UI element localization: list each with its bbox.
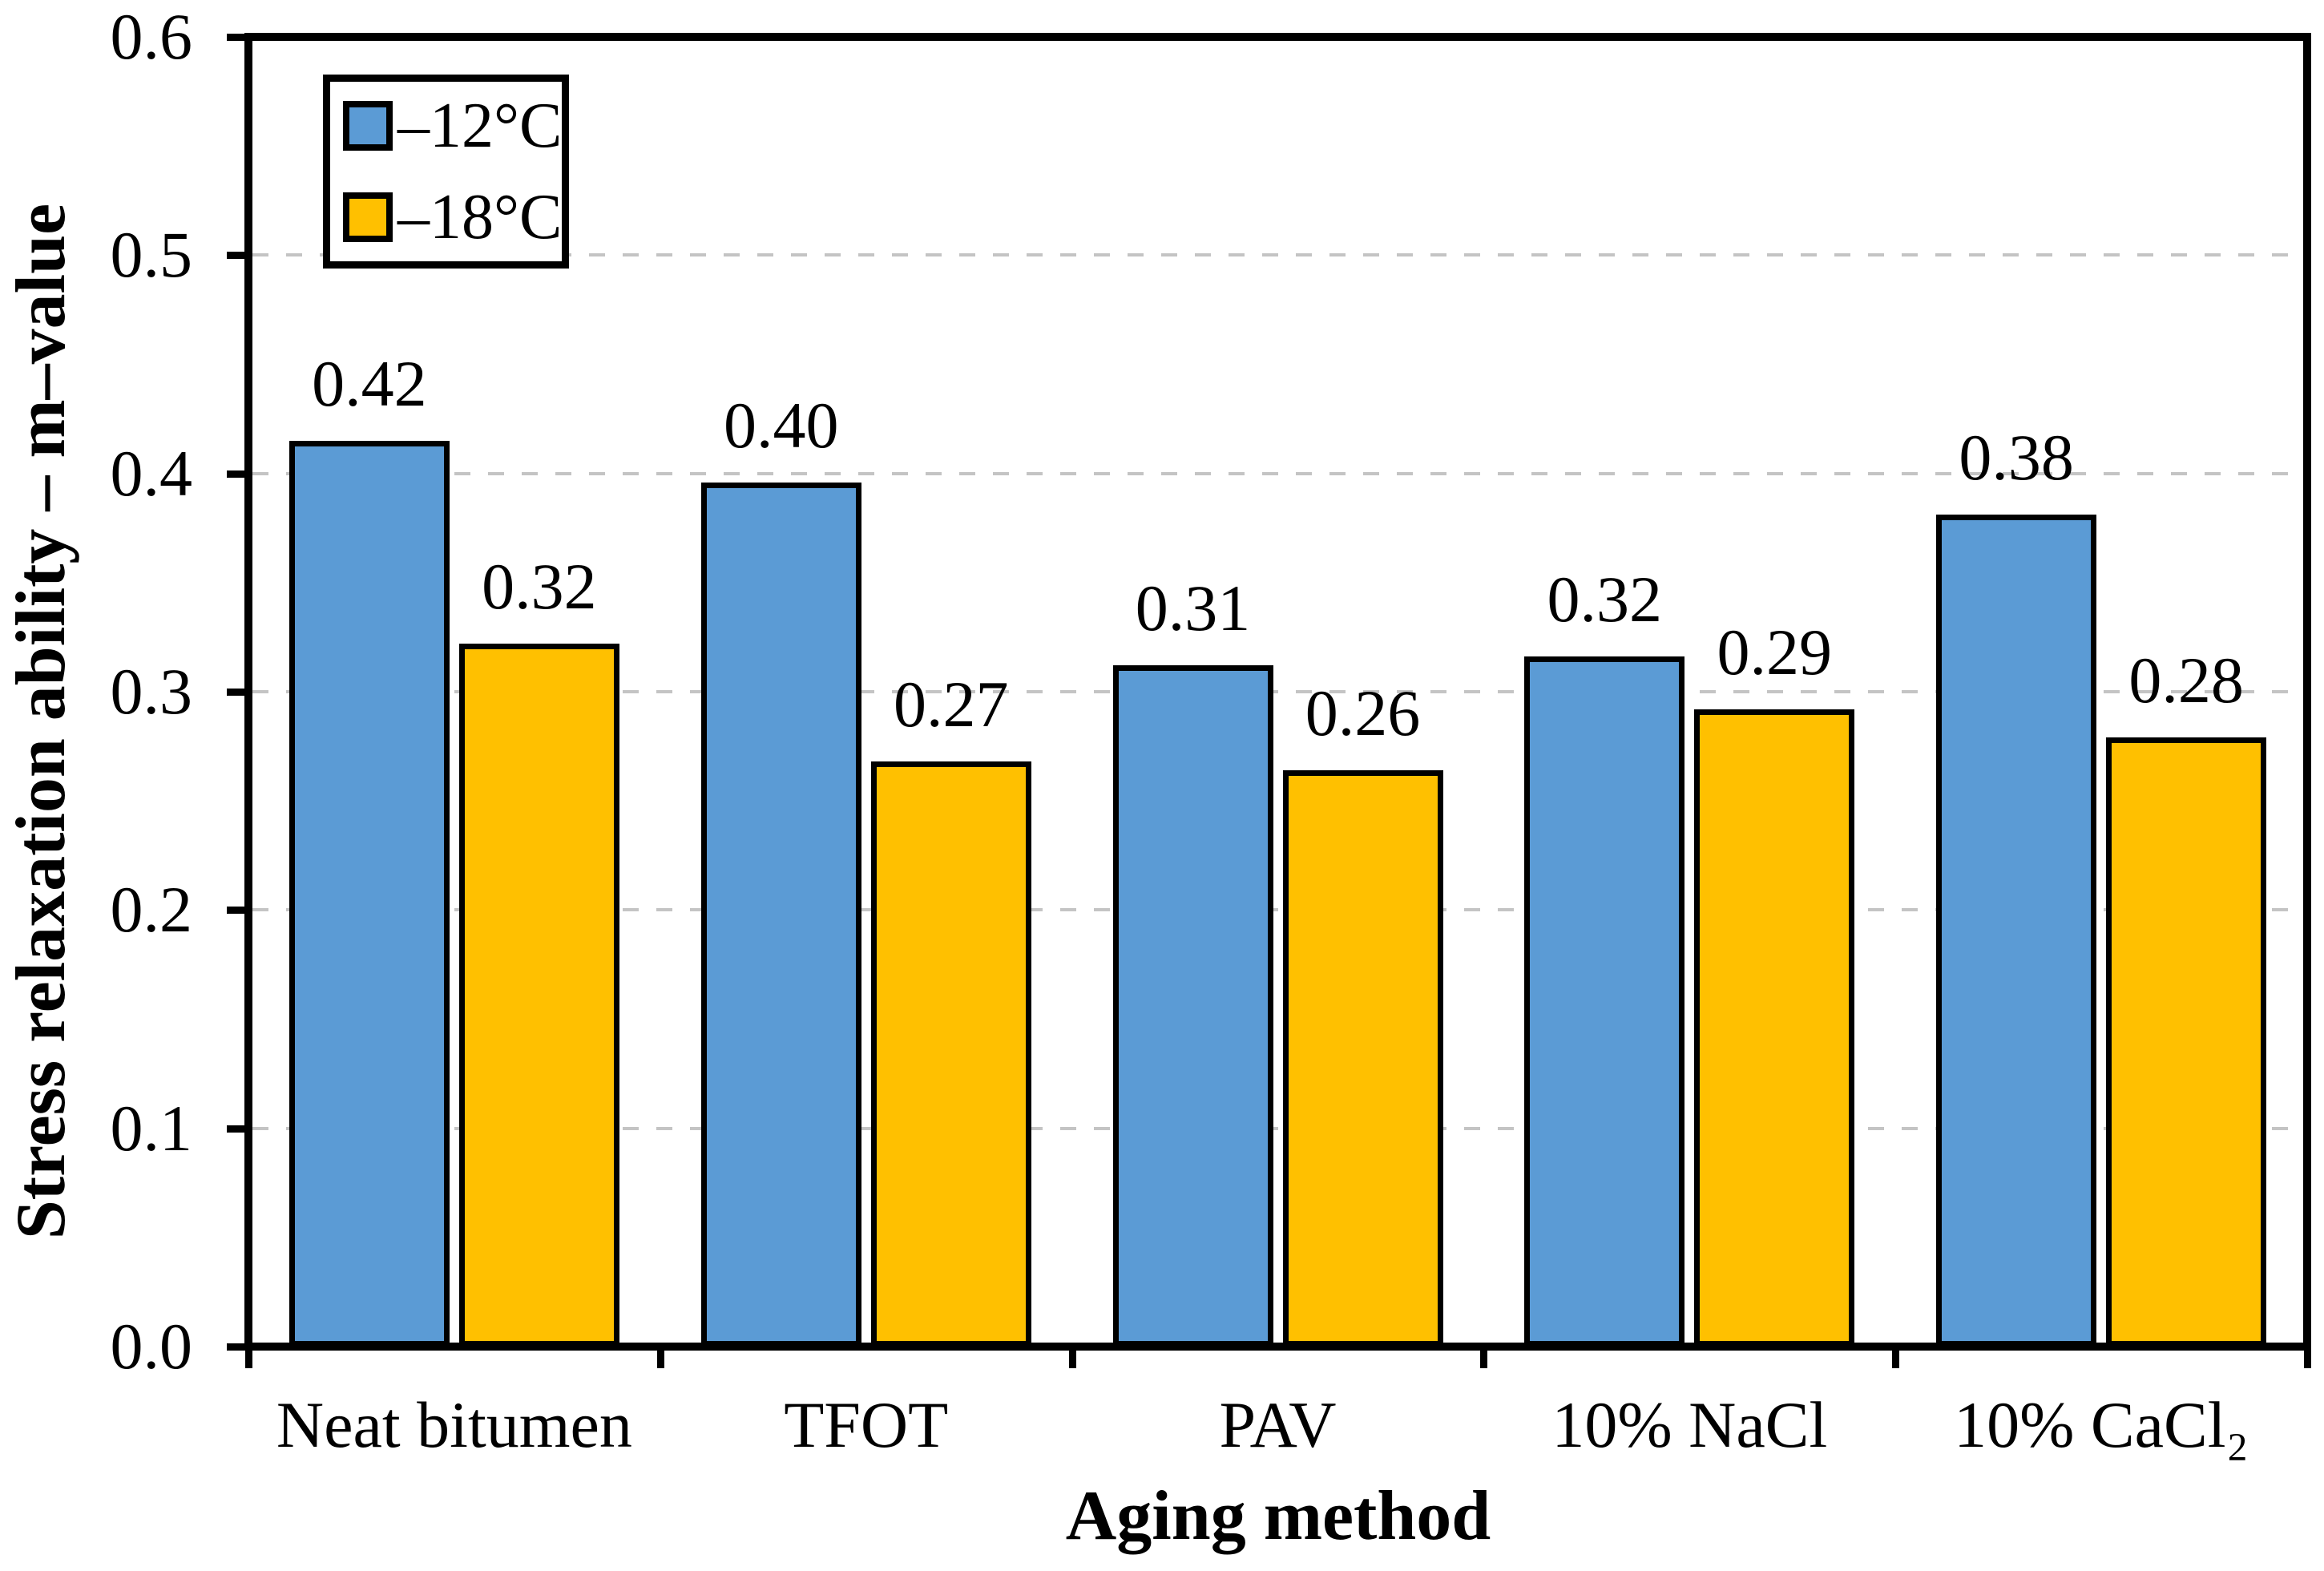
y-axis-tick-label-0.0: 0.0 — [110, 1310, 193, 1383]
bar-pav-series-1 — [1282, 770, 1443, 1347]
x-axis-boundary-tick-5 — [2304, 1351, 2311, 1368]
y-axis-tick-0.3 — [227, 689, 248, 696]
bar-value-label-pav-series-0: 0.31 — [1135, 571, 1251, 645]
bar-value-label-neat-bitumen-series-0: 0.42 — [312, 346, 427, 420]
y-axis-tick-label-0.5: 0.5 — [110, 218, 193, 292]
legend-label-minus12c: –12°C — [397, 91, 563, 161]
gridline-0.3 — [252, 690, 2303, 693]
bar-value-label-tfot-series-1: 0.27 — [893, 668, 1009, 741]
y-axis-tick-label-0.4: 0.4 — [110, 436, 193, 510]
legend-item-minus18c: –18°C — [343, 185, 562, 249]
y-axis-tick-0.6 — [227, 34, 248, 41]
y-axis-tick-label-0.6: 0.6 — [110, 0, 193, 73]
y-axis-tick-0.2 — [227, 907, 248, 915]
gridline-0.5 — [252, 253, 2303, 257]
bar-neat-bitumen-series-1 — [458, 644, 619, 1347]
x-category-label-neat-bitumen: Neat bitumen — [276, 1388, 632, 1461]
bar-10-nacl-series-1 — [1694, 709, 1855, 1347]
gridline-0.1 — [252, 1126, 2303, 1130]
legend-item-minus12c: –12°C — [343, 94, 562, 158]
bar-value-label-10-cacl--series-1: 0.28 — [2128, 644, 2244, 717]
y-axis-tick-label-0.2: 0.2 — [110, 873, 193, 947]
x-axis-title: Aging method — [1065, 1477, 1491, 1555]
y-axis-tick-0.0 — [227, 1343, 248, 1351]
y-axis-tick-0.1 — [227, 1125, 248, 1133]
gridline-0.2 — [252, 908, 2303, 912]
y-axis-tick-0.4 — [227, 470, 248, 478]
y-axis-tick-0.5 — [227, 252, 248, 260]
bar-value-label-10-nacl-series-0: 0.32 — [1547, 563, 1663, 636]
legend-label-minus18c: –18°C — [397, 182, 563, 252]
bar-value-label-10-nacl-series-1: 0.29 — [1717, 615, 1833, 689]
bar-value-label-tfot-series-0: 0.40 — [723, 388, 839, 462]
bar-value-label-10-cacl--series-0: 0.38 — [1959, 421, 2074, 495]
bar-value-label-neat-bitumen-series-1: 0.32 — [482, 550, 597, 624]
legend-swatch-minus12c-icon — [343, 101, 393, 151]
bar-neat-bitumen-series-0 — [288, 440, 450, 1347]
x-category-label-10-cacl-: 10% CaCl₂ — [1954, 1388, 2249, 1461]
bar-tfot-series-0 — [700, 482, 861, 1347]
bar-tfot-series-1 — [870, 761, 1031, 1347]
y-axis-tick-label-0.1: 0.1 — [110, 1091, 193, 1165]
y-axis-tick-label-0.3: 0.3 — [110, 655, 193, 728]
x-category-label-tfot: TFOT — [784, 1388, 949, 1461]
x-axis-boundary-tick-2 — [1068, 1351, 1076, 1368]
x-axis-boundary-tick-3 — [1480, 1351, 1488, 1368]
bar-10-nacl-series-0 — [1524, 656, 1685, 1347]
x-category-label-pav: PAV — [1219, 1388, 1337, 1461]
gridline-0.4 — [252, 471, 2303, 475]
bar-pav-series-0 — [1112, 665, 1273, 1347]
legend: –12°C –18°C — [323, 75, 569, 269]
bar-10-cacl--series-0 — [1936, 515, 2097, 1347]
bar-value-label-pav-series-1: 0.26 — [1305, 676, 1421, 750]
x-axis-boundary-tick-0 — [245, 1351, 252, 1368]
x-axis-boundary-tick-1 — [656, 1351, 664, 1368]
legend-swatch-minus18c-icon — [343, 192, 393, 242]
bar-10-cacl--series-1 — [2106, 737, 2267, 1347]
x-category-label-10-nacl: 10% NaCl — [1551, 1388, 1828, 1461]
x-axis-boundary-tick-4 — [1892, 1351, 1900, 1368]
